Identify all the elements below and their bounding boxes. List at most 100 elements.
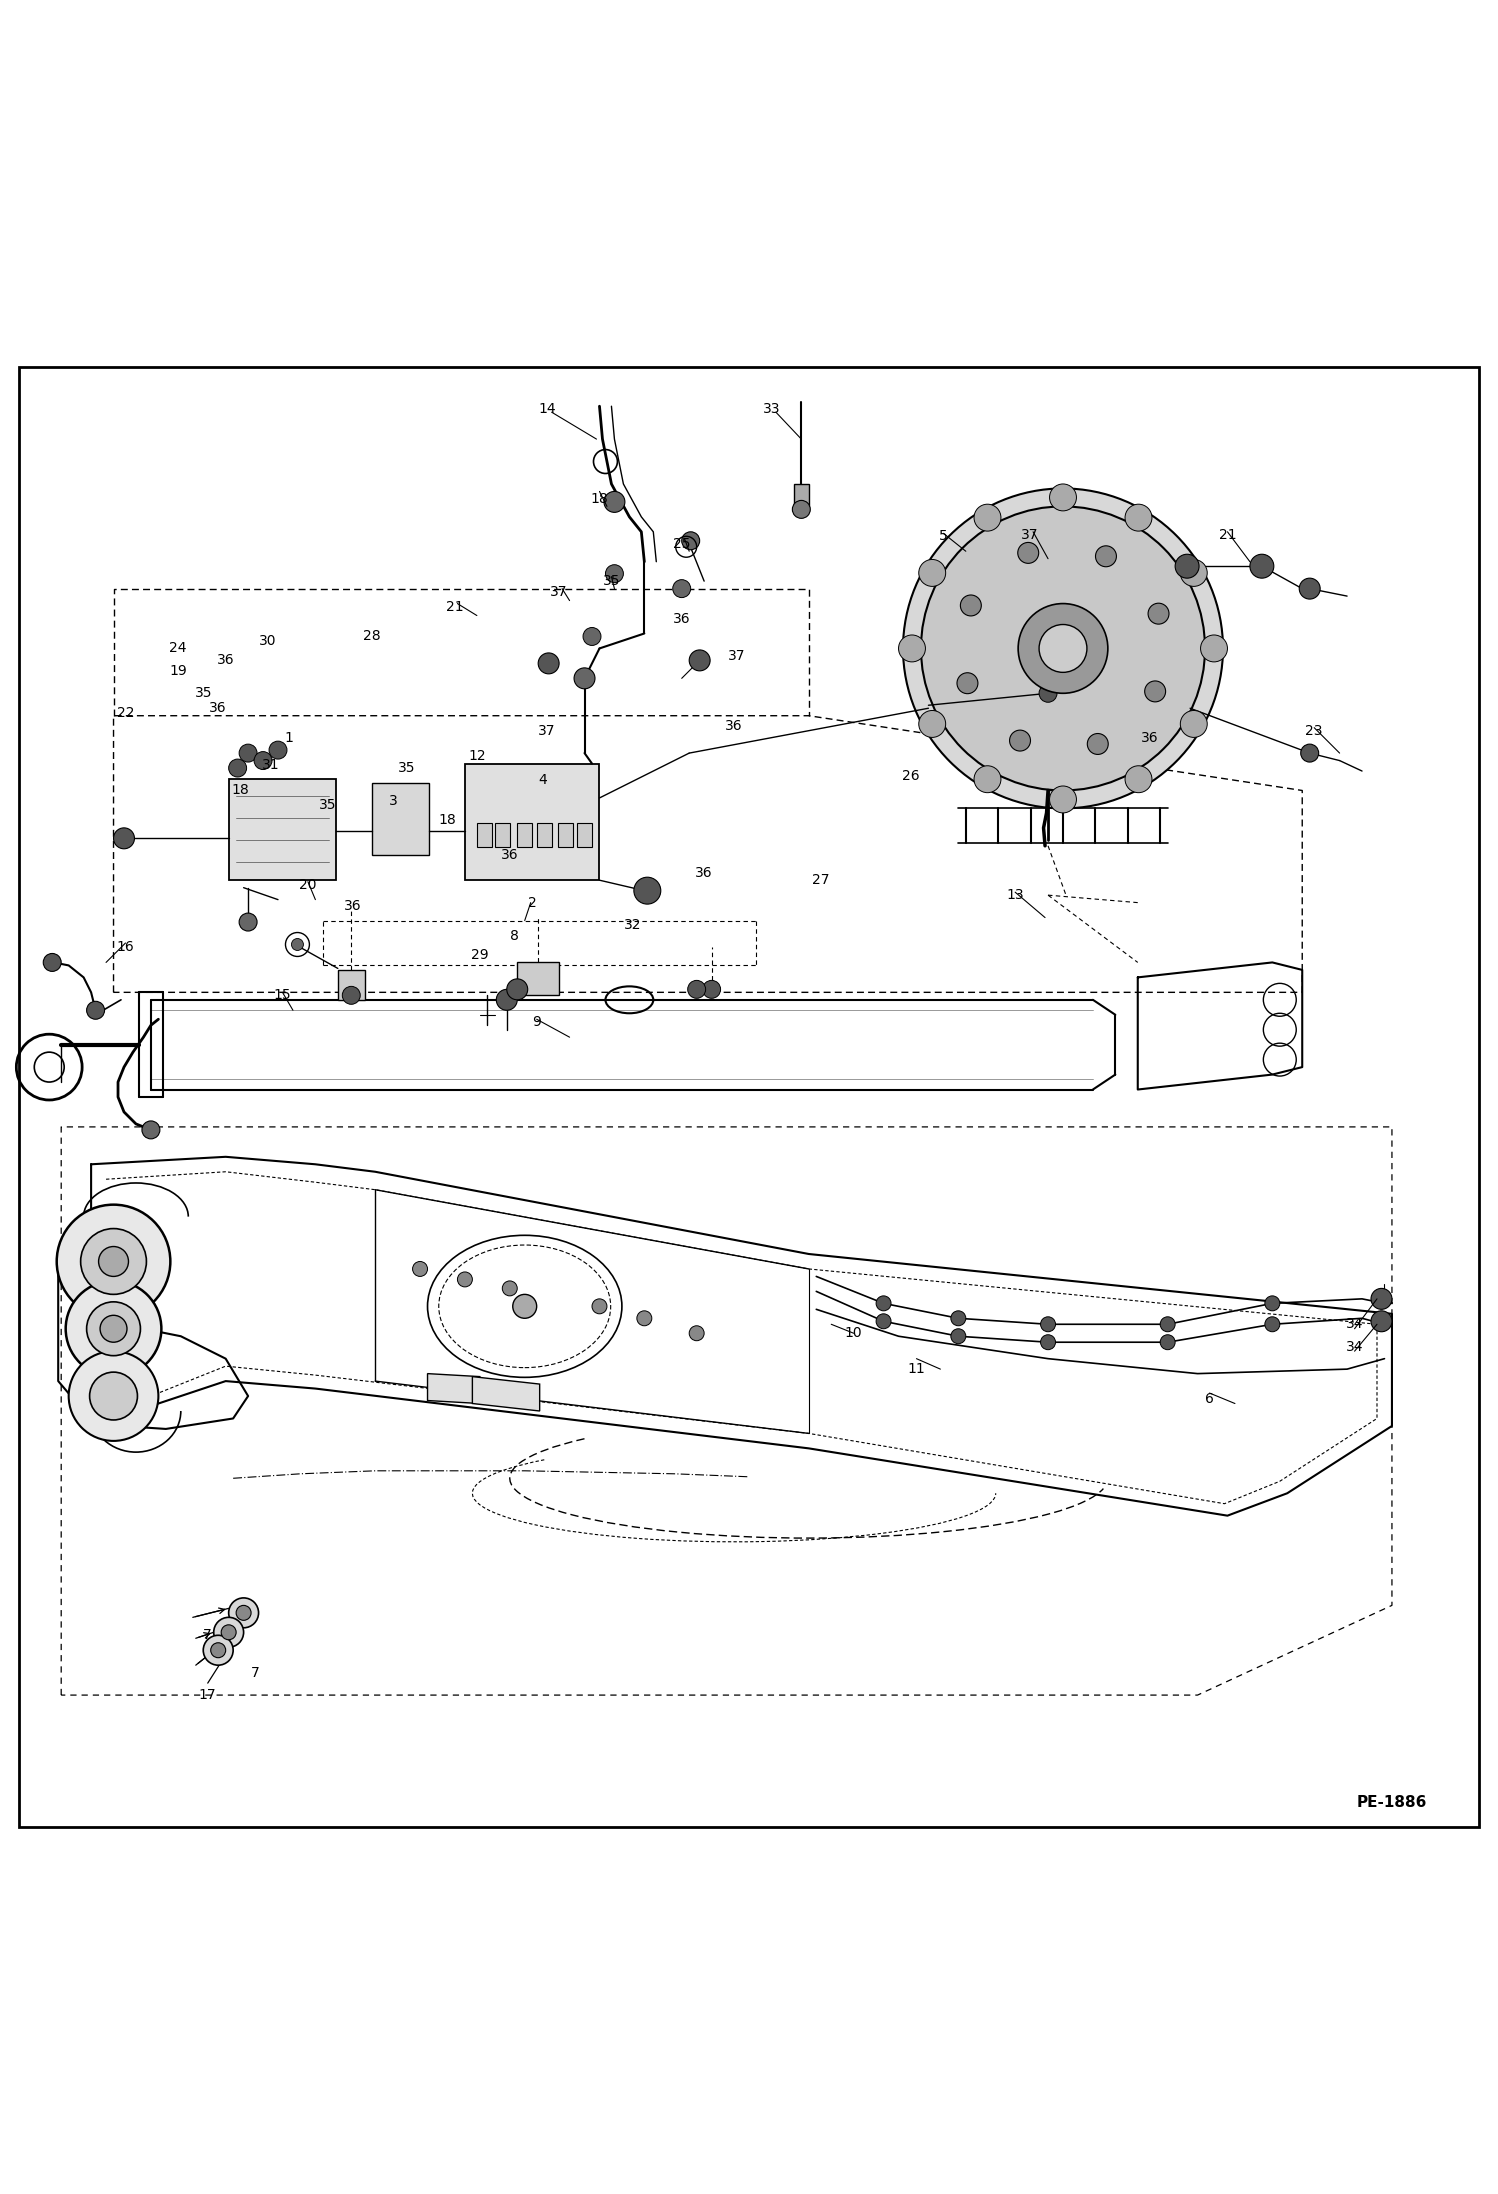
- Circle shape: [918, 559, 945, 586]
- Text: 9: 9: [532, 1016, 541, 1029]
- Circle shape: [1050, 785, 1077, 814]
- Circle shape: [222, 1626, 237, 1639]
- Text: 19: 19: [169, 665, 187, 678]
- Text: 36: 36: [1141, 731, 1158, 746]
- Text: 37: 37: [1022, 529, 1038, 542]
- Circle shape: [538, 654, 559, 674]
- Text: 26: 26: [902, 768, 920, 783]
- Circle shape: [506, 979, 527, 1000]
- Bar: [794, 485, 809, 507]
- Circle shape: [66, 1281, 162, 1376]
- Circle shape: [240, 744, 258, 761]
- Text: 16: 16: [117, 941, 135, 954]
- Text: 15: 15: [274, 987, 291, 1003]
- Text: 36: 36: [673, 612, 691, 625]
- Text: 13: 13: [1007, 889, 1025, 902]
- Circle shape: [682, 531, 700, 551]
- Circle shape: [69, 1352, 159, 1441]
- Circle shape: [237, 1606, 252, 1621]
- Circle shape: [634, 878, 661, 904]
- Text: 22: 22: [117, 706, 135, 720]
- Circle shape: [1159, 1334, 1174, 1349]
- Text: 21: 21: [445, 599, 463, 614]
- Text: 5: 5: [939, 529, 948, 544]
- Bar: [339, 970, 364, 1000]
- Circle shape: [214, 1617, 244, 1648]
- Polygon shape: [472, 1376, 539, 1411]
- Text: 31: 31: [262, 759, 279, 772]
- Text: 10: 10: [845, 1325, 863, 1341]
- Circle shape: [270, 742, 288, 759]
- Polygon shape: [427, 1373, 479, 1404]
- Text: 18: 18: [590, 491, 608, 507]
- Text: 37: 37: [538, 724, 556, 737]
- Circle shape: [583, 627, 601, 645]
- Circle shape: [673, 579, 691, 597]
- Text: 36: 36: [345, 900, 361, 913]
- Text: 7: 7: [204, 1628, 213, 1643]
- Circle shape: [1010, 731, 1031, 750]
- Text: 11: 11: [908, 1362, 926, 1376]
- Circle shape: [1125, 766, 1152, 792]
- Circle shape: [229, 1597, 259, 1628]
- Text: 27: 27: [812, 873, 830, 886]
- Circle shape: [211, 1643, 226, 1659]
- Circle shape: [876, 1297, 891, 1310]
- Text: 12: 12: [467, 748, 485, 764]
- Circle shape: [689, 649, 710, 671]
- Text: 14: 14: [538, 402, 556, 417]
- Circle shape: [688, 981, 706, 998]
- Circle shape: [1125, 505, 1152, 531]
- Text: 37: 37: [728, 649, 746, 663]
- Bar: [229, 779, 337, 880]
- Circle shape: [1147, 603, 1168, 623]
- Text: 35: 35: [602, 575, 620, 588]
- Text: 6: 6: [1204, 1391, 1213, 1406]
- Text: 8: 8: [509, 928, 518, 943]
- Bar: [536, 823, 551, 847]
- Circle shape: [960, 595, 981, 617]
- Circle shape: [1040, 625, 1088, 671]
- Text: 32: 32: [623, 917, 641, 932]
- Circle shape: [1180, 559, 1207, 586]
- Circle shape: [604, 491, 625, 513]
- Circle shape: [1088, 733, 1109, 755]
- Text: 36: 36: [725, 720, 743, 733]
- Text: 20: 20: [300, 878, 316, 891]
- Circle shape: [90, 1371, 138, 1420]
- Circle shape: [87, 1301, 141, 1356]
- Circle shape: [605, 564, 623, 584]
- Text: 35: 35: [319, 799, 336, 812]
- Circle shape: [114, 827, 135, 849]
- Text: 34: 34: [1345, 1316, 1363, 1332]
- Text: 35: 35: [195, 687, 213, 700]
- Text: 4: 4: [538, 772, 547, 788]
- Bar: [517, 963, 559, 996]
- Text: 3: 3: [389, 794, 397, 807]
- Text: 34: 34: [1345, 1341, 1363, 1354]
- Circle shape: [1041, 1316, 1056, 1332]
- Circle shape: [637, 1310, 652, 1325]
- Circle shape: [502, 1281, 517, 1297]
- Circle shape: [457, 1273, 472, 1288]
- Circle shape: [100, 1314, 127, 1343]
- Text: 18: 18: [232, 783, 250, 796]
- Bar: [372, 783, 428, 856]
- Circle shape: [496, 989, 517, 1009]
- Circle shape: [903, 489, 1222, 807]
- Circle shape: [689, 1325, 704, 1341]
- Circle shape: [951, 1330, 966, 1343]
- Bar: [476, 823, 491, 847]
- Text: 30: 30: [259, 634, 276, 647]
- Circle shape: [1371, 1288, 1392, 1310]
- Circle shape: [343, 987, 360, 1005]
- Circle shape: [229, 759, 247, 777]
- Bar: [557, 823, 572, 847]
- Circle shape: [1180, 711, 1207, 737]
- Text: 36: 36: [217, 654, 235, 667]
- Circle shape: [974, 766, 1001, 792]
- Circle shape: [292, 939, 304, 950]
- Text: 37: 37: [550, 584, 568, 599]
- Text: 33: 33: [762, 402, 780, 417]
- Circle shape: [1019, 603, 1109, 693]
